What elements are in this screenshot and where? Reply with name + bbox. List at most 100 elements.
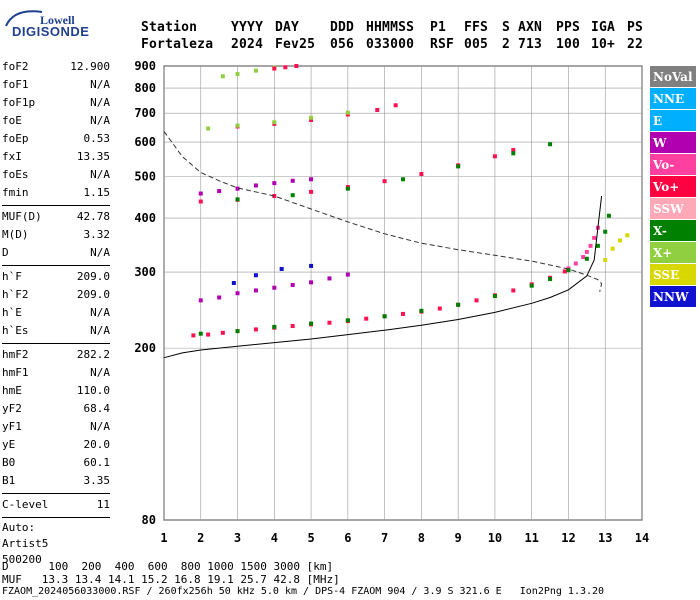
parameter-group-divider xyxy=(2,205,110,206)
header-label: Station xyxy=(141,20,198,35)
data-point xyxy=(309,280,314,285)
parameter-label: B0 xyxy=(2,456,16,469)
data-point xyxy=(253,183,258,188)
parameter-label: foF2 xyxy=(2,60,29,73)
data-point xyxy=(573,261,578,266)
parameter-value: 3.32 xyxy=(83,228,111,241)
data-point xyxy=(345,186,350,191)
header-value: 713 xyxy=(518,37,543,52)
parameter-label: fmin xyxy=(2,186,29,199)
legend-label: E xyxy=(653,114,662,128)
data-point xyxy=(272,181,277,186)
parameter-group-divider xyxy=(2,265,110,266)
parameter-row: h`E N/A xyxy=(2,304,110,322)
header-value: 10+ xyxy=(591,37,616,52)
data-point xyxy=(474,298,479,303)
header-label: AXN xyxy=(518,20,543,35)
legend-label: NNW xyxy=(653,290,689,304)
parameter-row: MUF(D) 42.78 xyxy=(2,208,110,226)
header-value: Fev25 xyxy=(275,37,316,52)
logo-digisonde-text: DIGISONDE xyxy=(12,24,90,39)
legend-label: W xyxy=(652,136,667,150)
legend-swatch xyxy=(650,176,696,197)
data-point xyxy=(206,126,211,131)
parameter-label: foF1 xyxy=(2,78,29,91)
data-point xyxy=(345,318,350,323)
legend-label: SSE xyxy=(653,268,679,282)
data-point xyxy=(198,298,203,303)
y-tick-label: 500 xyxy=(134,169,156,183)
legend-swatch xyxy=(650,154,696,175)
parameter-label: M(D) xyxy=(2,228,29,241)
data-point xyxy=(562,269,567,274)
ionospheric-parameters-panel: foF2 12.900 foF1 N/A foF1p N/A foE N/A foEp 0.53 f… xyxy=(2,58,110,568)
header-value: RSF xyxy=(430,37,455,52)
digisonde-logo-swoosh-icon xyxy=(5,10,43,27)
data-point xyxy=(437,306,442,311)
parameter-label: foF1p xyxy=(2,96,36,109)
data-point xyxy=(492,154,497,159)
data-point xyxy=(290,178,295,183)
data-point xyxy=(309,117,314,122)
data-point xyxy=(364,316,369,321)
parameter-row: hmF2 282.2 xyxy=(2,346,110,364)
parameter-row: hmF1 N/A xyxy=(2,364,110,382)
data-point xyxy=(272,194,277,199)
header-value: 056 xyxy=(330,37,355,52)
parameter-value: 3.35 xyxy=(83,474,111,487)
data-point xyxy=(566,268,571,273)
data-point xyxy=(294,64,299,68)
parameter-value: N/A xyxy=(90,246,110,259)
data-point xyxy=(603,229,608,234)
data-point xyxy=(253,327,258,332)
data-point xyxy=(617,238,622,243)
parameter-row: yF1 N/A xyxy=(2,418,110,436)
data-point xyxy=(529,283,534,288)
data-point xyxy=(606,213,611,218)
parameter-label: MUF(D) xyxy=(2,210,42,223)
parameter-value: 282.2 xyxy=(76,348,110,361)
data-point xyxy=(290,324,295,329)
parameter-label: yE xyxy=(2,438,16,451)
header-label: S xyxy=(502,20,511,35)
data-point xyxy=(382,179,387,184)
header-label: P1 xyxy=(430,20,447,35)
parameter-row: h`F2 209.0 xyxy=(2,286,110,304)
data-point xyxy=(592,235,597,240)
legend-swatch xyxy=(650,132,696,153)
legend-label: Vo- xyxy=(652,158,674,172)
data-point xyxy=(345,110,350,115)
y-tick-label: 300 xyxy=(134,265,156,279)
x-tick-label: 11 xyxy=(524,531,538,545)
legend-label: X- xyxy=(653,224,667,238)
x-tick-label: 4 xyxy=(271,531,278,545)
header-value: 005 xyxy=(464,37,489,52)
data-point xyxy=(253,288,258,293)
parameter-value: N/A xyxy=(90,114,110,127)
data-point xyxy=(309,263,314,268)
data-point xyxy=(419,308,424,313)
legend-swatch xyxy=(650,286,696,307)
parameter-value: 209.0 xyxy=(76,288,110,301)
autoscaling-text: 500200 xyxy=(2,553,42,566)
parameter-row: h`F 209.0 xyxy=(2,268,110,286)
parameter-label: h`F xyxy=(2,270,22,283)
data-point xyxy=(419,172,424,177)
data-point xyxy=(610,246,615,251)
data-point xyxy=(456,302,461,307)
data-point xyxy=(393,103,398,108)
data-point xyxy=(511,151,516,156)
parameter-row: yF2 68.4 xyxy=(2,400,110,418)
legend-label: SSW xyxy=(653,202,684,216)
data-point xyxy=(327,320,332,325)
data-point xyxy=(198,191,203,196)
parameter-group-divider xyxy=(2,517,110,518)
data-point xyxy=(191,333,196,338)
parameter-value: 68.4 xyxy=(83,402,111,415)
legend-swatch xyxy=(650,198,696,219)
parameter-label: C-level xyxy=(2,498,49,511)
data-point xyxy=(492,294,497,299)
parameter-label: hmF2 xyxy=(2,348,29,361)
data-point xyxy=(235,197,240,202)
data-point xyxy=(235,72,240,77)
